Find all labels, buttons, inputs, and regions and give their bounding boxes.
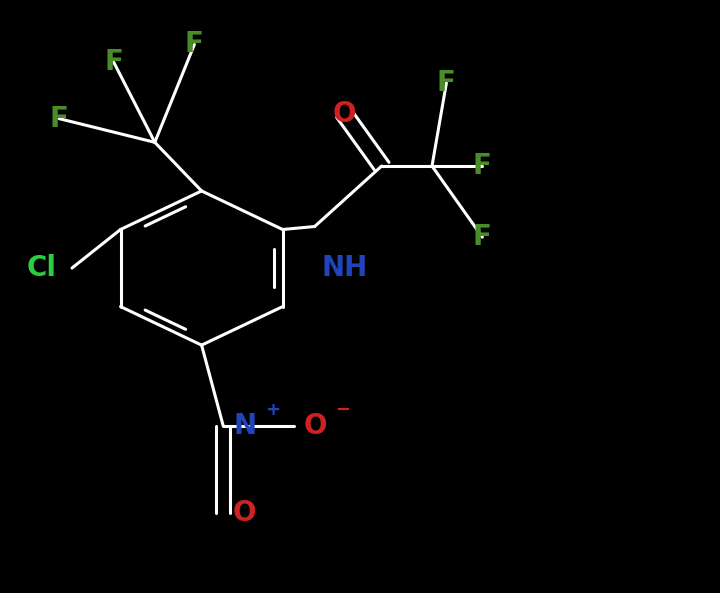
Text: −: − bbox=[335, 401, 351, 419]
Text: F: F bbox=[185, 30, 204, 59]
Text: F: F bbox=[473, 223, 492, 251]
Text: O: O bbox=[333, 100, 356, 128]
Text: NH: NH bbox=[321, 254, 367, 282]
Text: +: + bbox=[265, 401, 279, 419]
Text: O: O bbox=[304, 412, 327, 440]
Text: N: N bbox=[233, 412, 256, 440]
Text: F: F bbox=[50, 104, 68, 133]
Text: O: O bbox=[233, 499, 256, 527]
Text: Cl: Cl bbox=[27, 254, 57, 282]
Text: F: F bbox=[104, 48, 123, 76]
Text: F: F bbox=[473, 152, 492, 180]
Text: F: F bbox=[437, 69, 456, 97]
